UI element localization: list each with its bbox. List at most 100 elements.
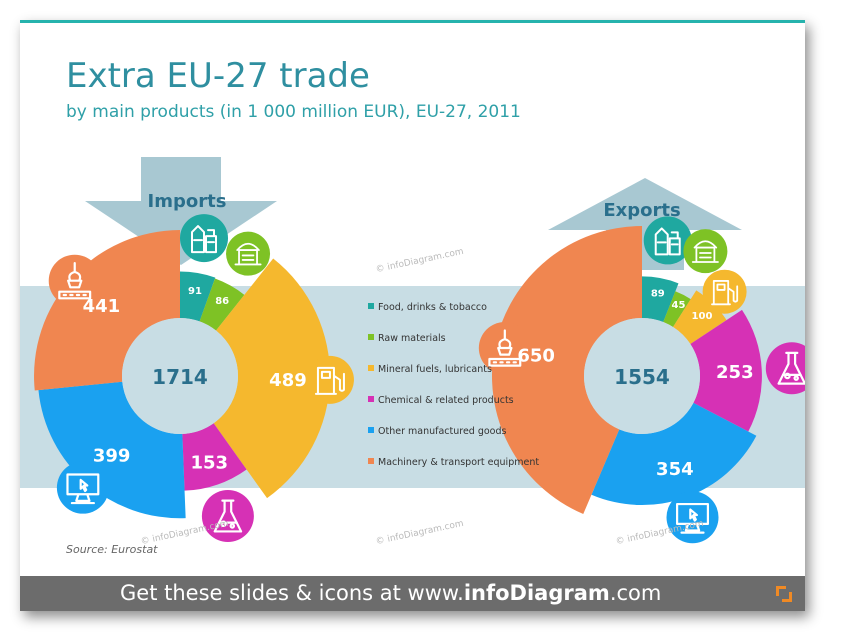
icon-stroke — [67, 262, 83, 289]
legend-item: Machinery & transport equipment — [368, 457, 548, 468]
icon-stroke — [191, 225, 206, 254]
icon-stroke — [668, 231, 681, 256]
icon-stroke — [314, 366, 345, 395]
data-label: 650 — [517, 345, 555, 366]
legend-item: Mineral fuels, lubricants — [368, 364, 548, 375]
data-label: 153 — [190, 453, 228, 474]
source-note: Source: Eurostat — [66, 543, 158, 556]
chart-title: Imports — [148, 191, 227, 212]
icon-stroke — [234, 242, 262, 266]
icon-stroke — [777, 351, 805, 385]
icon-stroke — [193, 239, 216, 244]
legend-item: Food, drinks & tobacco — [368, 302, 548, 313]
icon-stroke — [699, 252, 712, 259]
icon-stroke — [58, 290, 92, 300]
icon-bubble — [683, 229, 728, 274]
legend-label: Mineral fuels, lubricants — [378, 364, 492, 375]
icon-stroke — [213, 499, 243, 533]
accent-line — [20, 20, 805, 23]
arrow-shape — [85, 157, 277, 265]
icon-bubble — [305, 355, 354, 404]
pie-total: 1714 — [152, 365, 208, 389]
page-subtitle: by main products (in 1 000 million EUR),… — [66, 102, 521, 122]
data-label: 100 — [692, 311, 713, 322]
fuel-pump-icon — [711, 280, 739, 306]
pie-total: 1554 — [614, 365, 670, 389]
icon-stroke — [793, 375, 799, 381]
chart-title: Exports — [603, 200, 680, 221]
footer-brand: infoDiagram — [463, 581, 610, 605]
raw-materials-icon — [234, 242, 262, 266]
footer-prefix: Get these slides & icons at www. — [120, 581, 464, 605]
slide: Extra EU-27 trade by main products (in 1… — [20, 20, 805, 611]
legend-label: Machinery & transport equipment — [378, 457, 540, 468]
data-label: 399 — [93, 446, 131, 467]
computer-icon — [66, 473, 100, 505]
data-label: 91 — [188, 286, 202, 297]
legend-label: Other manufactured goods — [378, 426, 507, 437]
icon-stroke — [689, 508, 699, 522]
pie-slice — [492, 226, 642, 515]
crane-icon — [488, 329, 522, 367]
icon-stroke — [676, 502, 710, 534]
icon-stroke — [79, 478, 89, 493]
pie-slice — [38, 381, 186, 519]
raw-materials-icon — [691, 240, 719, 263]
chemical-flask-icon — [213, 499, 243, 533]
legend-label: Raw materials — [378, 333, 446, 344]
icon-stroke — [654, 227, 669, 256]
pie-slice — [690, 309, 762, 432]
icon-bubble — [702, 269, 747, 314]
fuel-pump-icon — [314, 366, 345, 395]
data-label: 253 — [716, 362, 754, 383]
crane-icon — [58, 262, 92, 300]
pie-slice — [663, 291, 691, 328]
data-label: 86 — [215, 296, 229, 307]
pie-chart: 1714 91 86 489 153 399 441 Imports — [34, 191, 354, 543]
legend-swatch — [368, 427, 374, 433]
icon-stroke — [711, 280, 739, 306]
data-label: 89 — [651, 289, 665, 300]
pie-slice — [591, 402, 757, 506]
pie-slice — [642, 276, 679, 323]
footer-text: Get these slides & icons at www.infoDiag… — [120, 581, 661, 605]
legend-label: Chemical & related products — [378, 395, 514, 406]
legend-item: Chemical & related products — [368, 395, 548, 406]
page-title: Extra EU-27 trade — [66, 56, 370, 96]
footer-suffix: .com — [609, 581, 662, 605]
chemical-flask-icon — [777, 351, 805, 385]
footer-bar: Get these slides & icons at www.infoDiag… — [20, 576, 805, 611]
data-label: 441 — [83, 296, 121, 317]
pie-slice — [199, 278, 245, 331]
brand-logo-icon — [776, 586, 792, 602]
icon-stroke — [66, 473, 100, 505]
arrow-shape — [548, 178, 742, 270]
pie-center — [122, 318, 238, 434]
legend-swatch — [368, 396, 374, 402]
pie-slice — [673, 290, 727, 344]
data-label: 354 — [656, 459, 694, 480]
pie-center — [584, 318, 700, 434]
icon-stroke — [488, 357, 522, 367]
pie-slice — [213, 258, 330, 499]
legend-swatch — [368, 334, 374, 340]
icon-stroke — [691, 240, 719, 263]
data-label: 489 — [269, 370, 307, 391]
icon-bubble — [201, 490, 254, 543]
icon-stroke — [205, 229, 218, 254]
data-label: 45 — [671, 300, 685, 311]
pie-chart: 1554 89 45 100 253 354 650 Exports — [478, 200, 805, 544]
direction-arrow — [548, 178, 742, 270]
chart-canvas: 1714 91 86 489 153 399 441 Imports 1554 89 45 100 25… — [34, 157, 805, 544]
pie-slice — [182, 423, 247, 491]
legend-swatch — [368, 303, 374, 309]
icon-stroke — [229, 523, 236, 529]
legend-swatch — [368, 458, 374, 464]
legend-item: Other manufactured goods — [368, 426, 548, 437]
food-drinks-icon — [654, 227, 681, 256]
icon-stroke — [656, 241, 679, 246]
pie-slice — [180, 271, 216, 322]
computer-icon — [676, 502, 710, 534]
legend-item: Raw materials — [368, 333, 548, 344]
direction-arrow — [85, 157, 277, 265]
